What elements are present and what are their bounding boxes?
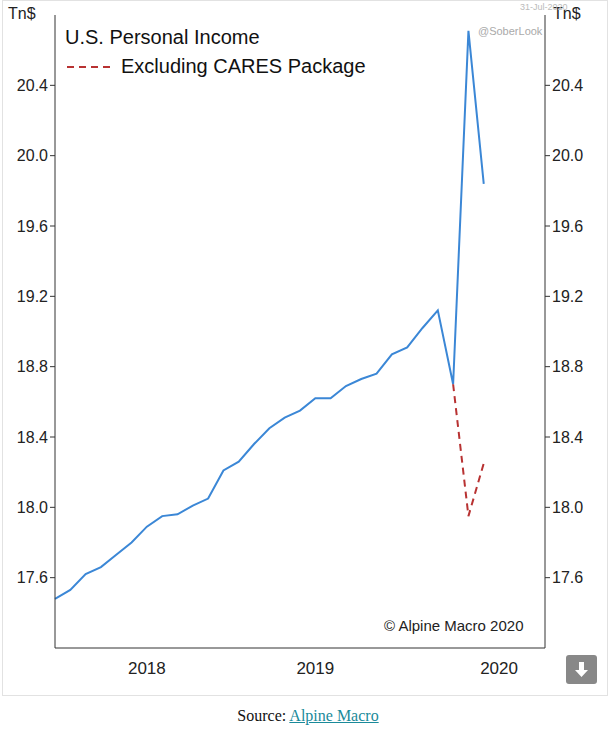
svg-text:19.6: 19.6 bbox=[552, 218, 583, 235]
svg-text:2019: 2019 bbox=[296, 659, 334, 678]
svg-text:17.6: 17.6 bbox=[17, 569, 48, 586]
svg-text:18.0: 18.0 bbox=[17, 499, 48, 516]
svg-text:19.6: 19.6 bbox=[17, 218, 48, 235]
html-text:@SoberLook: @SoberLook bbox=[478, 25, 543, 37]
svg-text:18.8: 18.8 bbox=[17, 358, 48, 375]
svg-text:18.8: 18.8 bbox=[552, 358, 583, 375]
html-text:© Alpine Macro 2020: © Alpine Macro 2020 bbox=[384, 617, 524, 634]
html-text:U.S. Personal Income: U.S. Personal Income bbox=[65, 26, 260, 48]
svg-text:19.2: 19.2 bbox=[552, 288, 583, 305]
svg-text:2020: 2020 bbox=[480, 659, 518, 678]
svg-text:20.0: 20.0 bbox=[17, 147, 48, 164]
svg-text:19.2: 19.2 bbox=[17, 288, 48, 305]
html-text:Source: Alpine Macro: Source: Alpine Macro bbox=[237, 707, 379, 724]
svg-text:18.4: 18.4 bbox=[552, 429, 583, 446]
svg-text:18.0: 18.0 bbox=[552, 499, 583, 516]
html-text:Tn$: Tn$ bbox=[553, 5, 581, 22]
html-text:Excluding CARES Package: Excluding CARES Package bbox=[121, 55, 366, 77]
html-text:31-Jul-2020: 31-Jul-2020 bbox=[520, 2, 568, 12]
svg-text:17.6: 17.6 bbox=[552, 569, 583, 586]
html-text:Tn$: Tn$ bbox=[8, 5, 36, 22]
svg-text:18.4: 18.4 bbox=[17, 429, 48, 446]
svg-text:20.4: 20.4 bbox=[17, 77, 48, 94]
svg-text:20.4: 20.4 bbox=[552, 77, 583, 94]
svg-text:20.0: 20.0 bbox=[552, 147, 583, 164]
svg-text:2018: 2018 bbox=[128, 659, 166, 678]
